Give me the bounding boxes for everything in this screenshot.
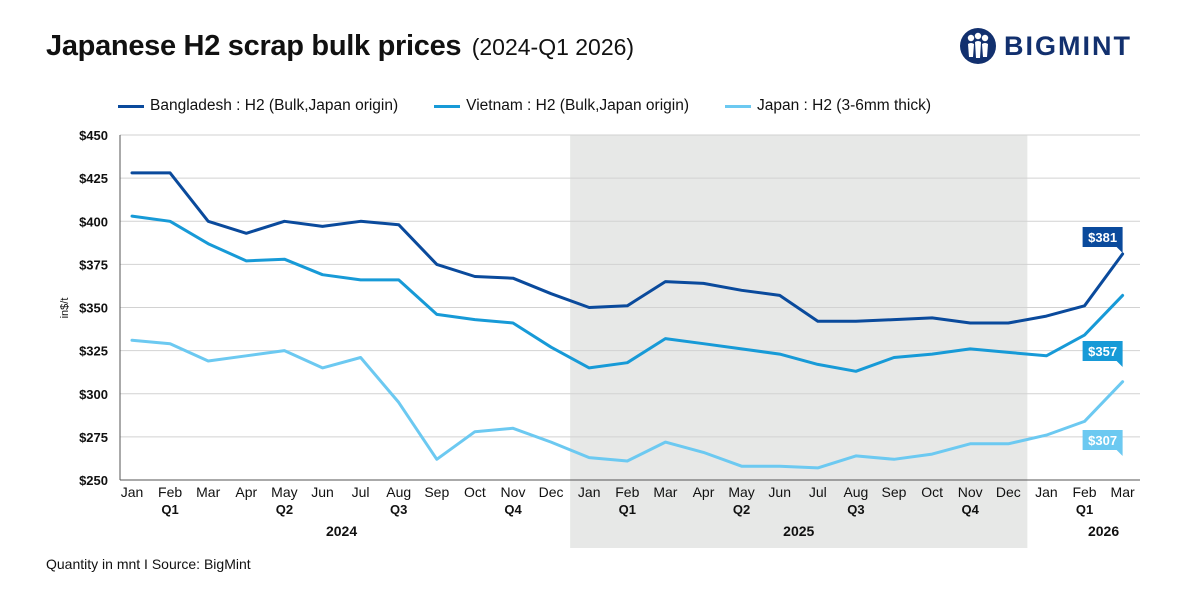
x-tick-label: Oct (921, 484, 943, 500)
x-tick-label: Mar (653, 484, 677, 500)
series-line-1 (130, 214, 1125, 373)
chart-title: Japanese H2 scrap bulk prices (46, 30, 462, 62)
x-tick-label: Dec (539, 484, 564, 500)
x-tick-label: Feb (1072, 484, 1096, 500)
bigmint-logo: BIGMINT (958, 26, 1132, 66)
end-value-label-0: $381 (1088, 230, 1117, 245)
x-tick-label: Feb (615, 484, 639, 500)
legend-label-vietnam: Vietnam : H2 (Bulk,Japan origin) (466, 97, 690, 114)
y-tick-label: $375 (79, 257, 108, 272)
legend-item-vietnam: Vietnam : H2 (Bulk,Japan origin) (434, 97, 689, 115)
y-tick-label: $300 (79, 387, 108, 402)
x-tick-label: Mar (196, 484, 220, 500)
legend-swatch-vietnam (434, 104, 461, 108)
x-tick-label: Jun (768, 484, 791, 500)
x-quarter-label: Q2 (733, 502, 750, 517)
y-tick-label: $275 (79, 430, 108, 445)
x-tick-label: Jun (311, 484, 334, 500)
x-tick-label: Nov (958, 484, 983, 500)
x-tick-label: Jul (809, 484, 827, 500)
y-tick-label: $425 (79, 171, 108, 186)
chart-title-block: Japanese H2 scrap bulk prices (2024-Q1 2… (46, 30, 634, 63)
x-tick-label: May (728, 484, 754, 500)
chart-subtitle: (2024-Q1 2026) (471, 34, 635, 60)
y-tick-label: $250 (79, 473, 108, 488)
series-line-2 (130, 338, 1125, 470)
end-value-label-bg-2 (1082, 430, 1123, 456)
x-tick-label: Jan (121, 484, 144, 500)
x-tick-label: Sep (424, 484, 449, 500)
legend-label-japan: Japan : H2 (3-6mm thick) (757, 97, 932, 114)
y-tick-label: $325 (79, 344, 108, 359)
x-tick-label: Jan (578, 484, 601, 500)
y-tick-label: $400 (79, 214, 108, 229)
x-quarter-label: Q3 (390, 502, 407, 517)
x-quarter-label: Q1 (619, 502, 636, 517)
end-value-label-bg-0 (1082, 227, 1123, 253)
logo-text: BIGMINT (1004, 30, 1132, 61)
x-year-label: 2024 (326, 523, 357, 539)
legend-label-bangladesh: Bangladesh : H2 (Bulk,Japan origin) (150, 97, 399, 114)
x-quarter-label: Q2 (276, 502, 293, 517)
x-tick-label: Jul (352, 484, 370, 500)
x-tick-label: Dec (996, 484, 1021, 500)
x-tick-label: Jan (1035, 484, 1058, 500)
footer-source-note: Quantity in mnt I Source: BigMint (46, 556, 251, 572)
x-tick-label: Feb (158, 484, 182, 500)
x-tick-label: Nov (501, 484, 526, 500)
x-tick-label: Aug (843, 484, 868, 500)
bigmint-logo-icon (960, 28, 996, 64)
y-axis-label: in$/t (59, 298, 71, 319)
legend-item-bangladesh: Bangladesh : H2 (Bulk,Japan origin) (118, 97, 398, 115)
x-tick-label: Aug (386, 484, 411, 500)
x-quarter-label: Q1 (1076, 502, 1093, 517)
end-value-label-1: $357 (1088, 344, 1117, 359)
x-quarter-label: Q3 (847, 502, 864, 517)
legend-swatch-japan (725, 104, 752, 108)
x-year-label: 2026 (1088, 523, 1119, 539)
x-tick-label: Oct (464, 484, 486, 500)
x-quarter-label: Q4 (504, 502, 522, 517)
end-value-label-2: $307 (1088, 433, 1117, 448)
series-line-0 (130, 171, 1125, 325)
end-value-label-bg-1 (1082, 341, 1123, 367)
x-tick-label: Apr (693, 484, 715, 500)
x-quarter-label: Q4 (962, 502, 980, 517)
y-tick-label: $450 (79, 128, 108, 143)
x-year-label: 2025 (783, 523, 814, 539)
legend-swatch-bangladesh (118, 104, 144, 108)
x-tick-label: May (271, 484, 297, 500)
x-tick-label: Mar (1111, 484, 1135, 500)
shaded-period-2025 (570, 135, 1028, 548)
x-quarter-label: Q1 (161, 502, 178, 517)
y-tick-label: $350 (79, 301, 108, 316)
chart-legend: Bangladesh : H2 (Bulk,Japan origin) Viet… (118, 97, 967, 115)
x-tick-label: Sep (882, 484, 907, 500)
legend-item-japan: Japan : H2 (3-6mm thick) (725, 97, 931, 115)
x-tick-label: Apr (235, 484, 257, 500)
